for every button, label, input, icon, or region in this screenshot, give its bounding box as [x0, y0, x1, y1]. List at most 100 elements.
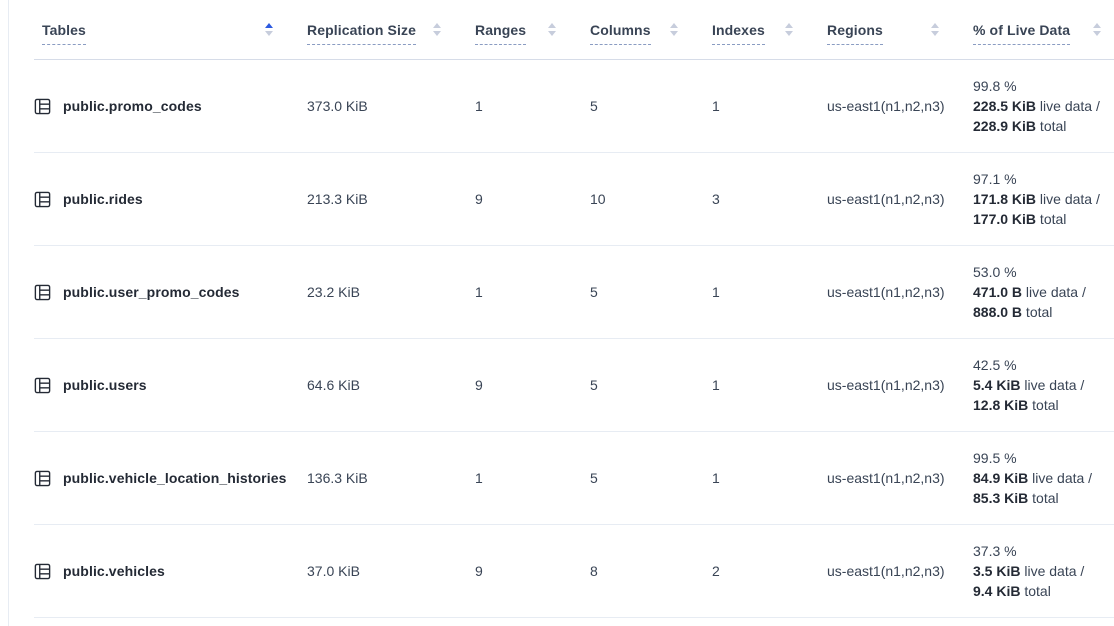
column-header[interactable]: Columns: [590, 0, 712, 59]
live-data-percent: 53.0 %: [973, 264, 1017, 280]
live-data-label: live data /: [1036, 98, 1100, 114]
cell-replication-size: 37.0 KiB: [307, 563, 360, 579]
sort-arrows-icon[interactable]: [773, 23, 793, 36]
table-row: public.users 64.6 KiB 9 5 1 us-east1(n1,…: [34, 339, 1114, 432]
table-name-link[interactable]: public.users: [63, 377, 147, 393]
table-name-cell: public.rides: [34, 191, 307, 208]
total-data-value: 177.0 KiB: [973, 211, 1037, 227]
cell-replication-size: 64.6 KiB: [307, 377, 360, 393]
total-data-line: 888.0 B total: [973, 302, 1106, 322]
column-header[interactable]: % of Live Data: [973, 0, 1114, 59]
cell-indexes: 3: [712, 191, 720, 207]
table-icon: [34, 284, 51, 300]
cell-columns: 5: [590, 284, 598, 300]
sort-arrows-icon[interactable]: [658, 23, 678, 36]
page-left-border: [8, 0, 9, 626]
column-header-label: Replication Size: [307, 21, 416, 45]
total-data-value: 9.4 KiB: [973, 583, 1021, 599]
sort-down-icon: [785, 31, 793, 36]
cell-columns: 10: [590, 191, 606, 207]
cell-replication-size: 373.0 KiB: [307, 98, 368, 114]
table-name-link[interactable]: public.user_promo_codes: [63, 284, 240, 300]
live-data-value: 228.5 KiB: [973, 98, 1037, 114]
cell-columns: 5: [590, 377, 598, 393]
total-data-label: total: [1028, 490, 1059, 506]
table-icon: [34, 470, 51, 486]
total-data-value: 12.8 KiB: [973, 397, 1029, 413]
total-data-label: total: [1036, 118, 1067, 134]
sort-down-icon: [931, 31, 939, 36]
live-data-percent: 99.8 %: [973, 78, 1017, 94]
cell-live-data: 99.8 % 228.5 KiB live data / 228.9 KiB t…: [973, 76, 1114, 136]
live-data-percent: 42.5 %: [973, 357, 1017, 373]
total-data-line: 9.4 KiB total: [973, 581, 1106, 601]
table-row: public.user_promo_codes 23.2 KiB 1 5 1 u…: [34, 246, 1114, 339]
sort-up-icon: [670, 23, 678, 28]
cell-replication-size: 136.3 KiB: [307, 470, 368, 486]
sort-down-icon: [548, 31, 556, 36]
total-data-line: 12.8 KiB total: [973, 395, 1106, 415]
cell-live-data: 97.1 % 171.8 KiB live data / 177.0 KiB t…: [973, 169, 1114, 229]
column-header[interactable]: Regions: [827, 0, 973, 59]
column-header-label: % of Live Data: [973, 21, 1071, 45]
total-data-label: total: [1036, 211, 1067, 227]
live-data-label: live data /: [1028, 470, 1093, 486]
cell-regions: us-east1(n1,n2,n3): [827, 98, 945, 114]
column-header[interactable]: Replication Size: [307, 0, 475, 59]
sort-up-icon: [785, 23, 793, 28]
sort-up-icon: [265, 23, 273, 28]
live-data-value: 3.5 KiB: [973, 563, 1021, 579]
total-data-value: 228.9 KiB: [973, 118, 1037, 134]
live-data-percent: 97.1 %: [973, 171, 1017, 187]
total-data-line: 228.9 KiB total: [973, 116, 1106, 136]
sort-arrows-icon[interactable]: [421, 23, 441, 36]
cell-ranges: 9: [475, 191, 483, 207]
table-name-cell: public.vehicles: [34, 563, 307, 580]
sort-arrows-icon[interactable]: [919, 23, 939, 36]
table-name-cell: public.vehicle_location_histories: [34, 470, 307, 487]
column-header[interactable]: Indexes: [712, 0, 827, 59]
cell-indexes: 1: [712, 98, 720, 114]
cell-live-data: 53.0 % 471.0 B live data / 888.0 B total: [973, 262, 1114, 322]
cell-columns: 5: [590, 98, 598, 114]
live-data-line: 471.0 B live data /: [973, 282, 1106, 302]
cell-live-data: 99.5 % 84.9 KiB live data / 85.3 KiB tot…: [973, 448, 1114, 508]
sort-arrows-icon[interactable]: [1081, 23, 1101, 36]
table-row: public.rides 213.3 KiB 9 10 3 us-east1(n…: [34, 153, 1114, 246]
table-name-link[interactable]: public.rides: [63, 191, 143, 207]
cell-regions: us-east1(n1,n2,n3): [827, 377, 945, 393]
live-data-value: 471.0 B: [973, 284, 1023, 300]
cell-indexes: 2: [712, 563, 720, 579]
live-data-label: live data /: [1022, 284, 1086, 300]
table-body: public.promo_codes 373.0 KiB 1 5 1 us-ea…: [34, 60, 1114, 618]
table-name-link[interactable]: public.vehicle_location_histories: [63, 470, 287, 486]
cell-columns: 8: [590, 563, 598, 579]
total-data-line: 85.3 KiB total: [973, 488, 1106, 508]
table-name-cell: public.user_promo_codes: [34, 284, 307, 301]
sort-arrows-icon[interactable]: [253, 23, 273, 36]
live-data-percent: 37.3 %: [973, 543, 1017, 559]
table-name-link[interactable]: public.vehicles: [63, 563, 165, 579]
table-row: public.vehicle_location_histories 136.3 …: [34, 432, 1114, 525]
column-header[interactable]: Ranges: [475, 0, 590, 59]
cell-indexes: 1: [712, 470, 720, 486]
live-data-value: 5.4 KiB: [973, 377, 1021, 393]
table-row: public.vehicles 37.0 KiB 9 8 2 us-east1(…: [34, 525, 1114, 618]
sort-up-icon: [931, 23, 939, 28]
cell-regions: us-east1(n1,n2,n3): [827, 191, 945, 207]
cell-ranges: 9: [475, 377, 483, 393]
sort-down-icon: [1093, 31, 1101, 36]
cell-regions: us-east1(n1,n2,n3): [827, 470, 945, 486]
sort-arrows-icon[interactable]: [536, 23, 556, 36]
cell-live-data: 42.5 % 5.4 KiB live data / 12.8 KiB tota…: [973, 355, 1114, 415]
live-data-line: 5.4 KiB live data /: [973, 375, 1106, 395]
cell-replication-size: 213.3 KiB: [307, 191, 368, 207]
cell-regions: us-east1(n1,n2,n3): [827, 563, 945, 579]
table-row: public.promo_codes 373.0 KiB 1 5 1 us-ea…: [34, 60, 1114, 153]
column-header-label: Ranges: [475, 21, 527, 45]
cell-live-data: 37.3 % 3.5 KiB live data / 9.4 KiB total: [973, 541, 1114, 601]
column-header[interactable]: Tables: [34, 0, 307, 59]
table-name-link[interactable]: public.promo_codes: [63, 98, 202, 114]
live-data-label: live data /: [1020, 377, 1085, 393]
cell-regions: us-east1(n1,n2,n3): [827, 284, 945, 300]
